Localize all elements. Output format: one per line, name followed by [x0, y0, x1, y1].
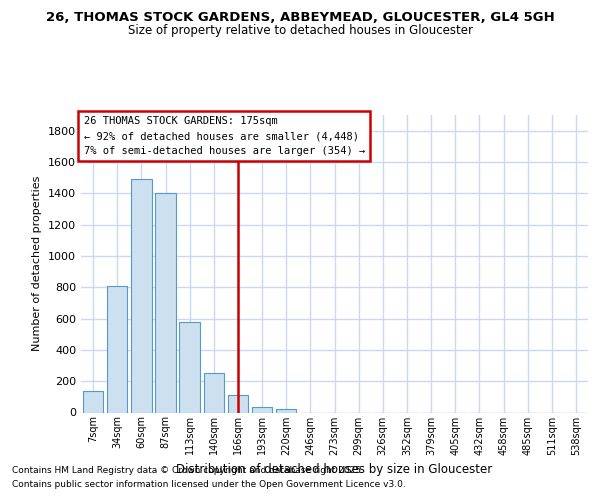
Bar	[107, 286, 127, 412]
Text: 26, THOMAS STOCK GARDENS, ABBEYMEAD, GLOUCESTER, GL4 5GH: 26, THOMAS STOCK GARDENS, ABBEYMEAD, GLO…	[46, 11, 554, 24]
X-axis label: Distribution of detached houses by size in Gloucester: Distribution of detached houses by size …	[176, 463, 493, 476]
Bar	[227, 396, 248, 412]
Text: 26 THOMAS STOCK GARDENS: 175sqm
← 92% of detached houses are smaller (4,448)
7% : 26 THOMAS STOCK GARDENS: 175sqm ← 92% of…	[83, 116, 365, 156]
Bar	[252, 407, 272, 412]
Bar	[83, 392, 103, 412]
Bar	[276, 409, 296, 412]
Bar	[203, 374, 224, 412]
Text: Contains HM Land Registry data © Crown copyright and database right 2025.: Contains HM Land Registry data © Crown c…	[12, 466, 364, 475]
Text: Size of property relative to detached houses in Gloucester: Size of property relative to detached ho…	[128, 24, 473, 37]
Bar	[179, 322, 200, 412]
Bar	[155, 194, 176, 412]
Bar	[131, 179, 152, 412]
Text: Contains public sector information licensed under the Open Government Licence v3: Contains public sector information licen…	[12, 480, 406, 489]
Y-axis label: Number of detached properties: Number of detached properties	[32, 176, 43, 352]
